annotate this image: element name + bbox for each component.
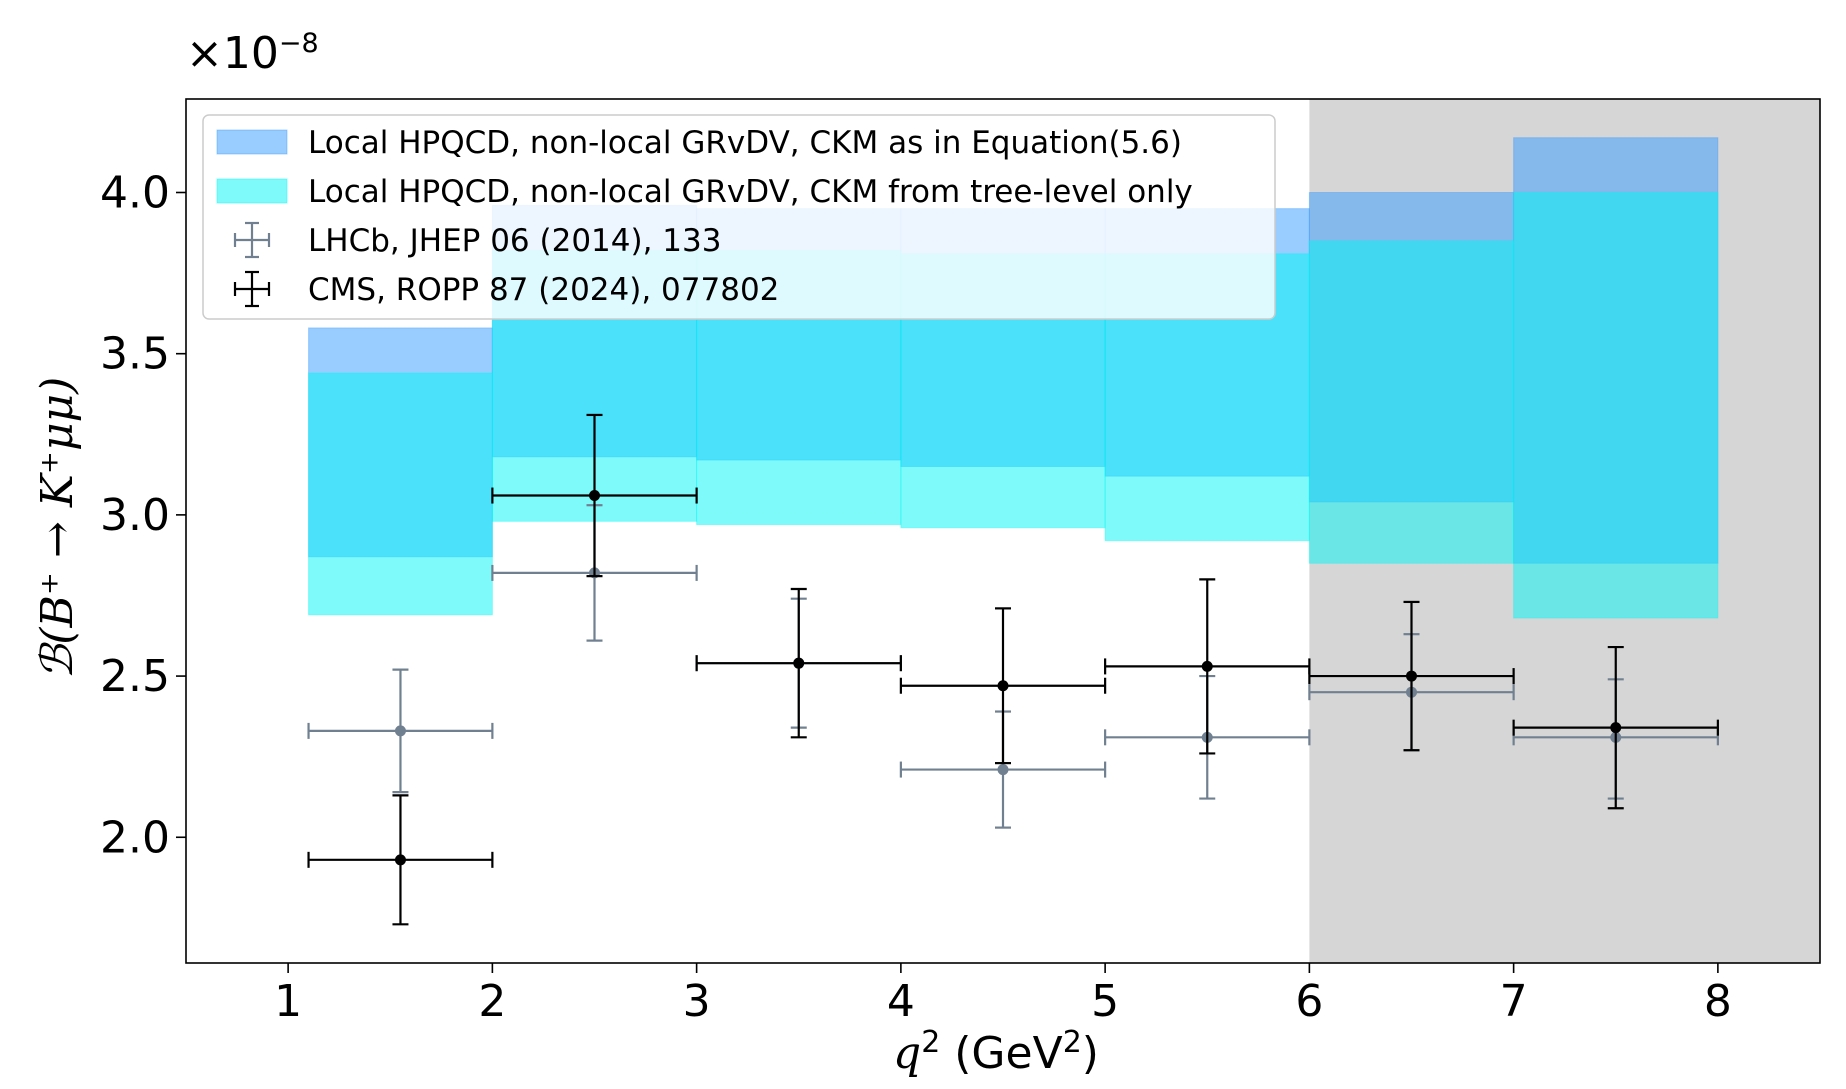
x-tick-label-8: 8 bbox=[1704, 976, 1732, 1027]
x-tick-label-3: 3 bbox=[683, 976, 711, 1027]
marker bbox=[1201, 660, 1213, 672]
marker bbox=[394, 725, 406, 737]
legend-label: Local HPQCD, non-local GRvDV, CKM from t… bbox=[308, 174, 1193, 210]
marker bbox=[997, 680, 1009, 692]
legend-label: LHCb, JHEP 06 (2014), 133 bbox=[308, 223, 721, 259]
x-tick-label-6: 6 bbox=[1295, 976, 1323, 1027]
series-2-point-6 bbox=[1308, 600, 1515, 752]
legend-entry-4: CMS, ROPP 87 (2024), 077802 bbox=[233, 270, 779, 308]
y-offset-exponent: −8 bbox=[279, 28, 319, 59]
errorbar-layer bbox=[307, 413, 1719, 926]
legend-swatch bbox=[216, 129, 288, 155]
marker bbox=[997, 764, 1009, 776]
band-2-bin-7 bbox=[1513, 191, 1719, 619]
y-tick-label-3: 3.0 bbox=[100, 490, 170, 541]
y-offset-label: ×10−8 bbox=[186, 28, 319, 79]
y-tick-label-2: 2.0 bbox=[100, 812, 170, 863]
x-tick-label-5: 5 bbox=[1091, 976, 1119, 1027]
marker bbox=[1406, 670, 1417, 682]
legend-label: CMS, ROPP 87 (2024), 077802 bbox=[308, 272, 779, 308]
marker bbox=[793, 657, 805, 669]
series-2-point-4 bbox=[899, 607, 1107, 765]
plot-frame bbox=[185, 98, 1821, 964]
legend-swatch bbox=[216, 178, 288, 204]
y-tick-label-3.5: 3.5 bbox=[100, 329, 170, 380]
y-tick-label-2.5: 2.5 bbox=[100, 651, 170, 702]
marker bbox=[589, 490, 600, 502]
marker bbox=[1610, 722, 1622, 734]
series-2-point-7 bbox=[1512, 645, 1719, 810]
legend-label: Local HPQCD, non-local GRvDV, CKM as in … bbox=[308, 125, 1182, 161]
y-tick-label-4: 4.0 bbox=[100, 167, 170, 218]
y-axis-label: ℬ(B⁺ → K⁺μμ) bbox=[32, 377, 83, 680]
series-2-point-1 bbox=[307, 794, 494, 926]
x-tick-label-1: 1 bbox=[274, 976, 302, 1027]
legend-entry-2: Local HPQCD, non-local GRvDV, CKM from t… bbox=[216, 174, 1193, 210]
x-tick-label-7: 7 bbox=[1500, 976, 1528, 1027]
x-tick-label-2: 2 bbox=[478, 976, 506, 1027]
marker bbox=[394, 854, 406, 866]
series-1-point-1 bbox=[307, 668, 494, 794]
series-2-point-3 bbox=[695, 587, 902, 739]
band-2-bin-1 bbox=[308, 372, 493, 616]
legend-entry-3: LHCb, JHEP 06 (2014), 133 bbox=[233, 221, 721, 259]
series-2-point-2 bbox=[491, 413, 698, 578]
legend-entry-1: Local HPQCD, non-local GRvDV, CKM as in … bbox=[216, 125, 1182, 161]
x-tick-label-4: 4 bbox=[887, 976, 915, 1027]
x-axis-label: q2 (GeV2) bbox=[893, 1025, 1099, 1079]
series-2-point-5 bbox=[1104, 578, 1311, 755]
legend: Local HPQCD, non-local GRvDV, CKM as in … bbox=[202, 114, 1276, 320]
axes-layer: 1 2 3 4 5 6 7 8 2.0 2.5 3.0 3.5 4.0 bbox=[100, 98, 1821, 1027]
band-2-bin-6 bbox=[1308, 240, 1515, 564]
legend-box bbox=[202, 114, 1276, 320]
